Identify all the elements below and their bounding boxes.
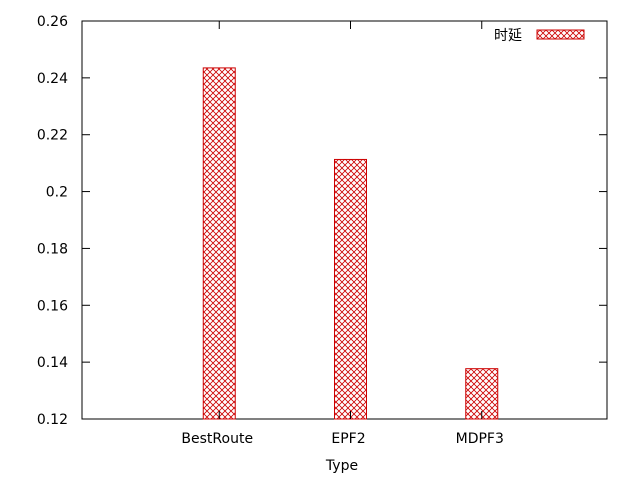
x-tick-label: EPF2 xyxy=(331,431,365,447)
x-tick-label: MDPF3 xyxy=(456,431,504,447)
y-tick-label: 0.2 xyxy=(46,185,68,201)
y-tick-label: 0.12 xyxy=(37,412,68,428)
y-tick-label: 0.18 xyxy=(37,241,68,257)
x-axis: BestRoute EPF2 MDPF3 xyxy=(181,21,504,447)
x-axis-title: Type xyxy=(325,458,358,474)
x-tick-label: BestRoute xyxy=(181,431,253,447)
bar-epf2 xyxy=(334,158,367,420)
legend-swatch xyxy=(536,29,585,40)
y-tick-label: 0.16 xyxy=(37,298,68,314)
y-tick-label: 0.22 xyxy=(37,128,68,144)
bars xyxy=(202,67,499,420)
y-tick-label: 0.14 xyxy=(37,355,68,371)
y-axis: 0.12 0.14 0.16 0.18 0.2 0.22 0.24 0.26 xyxy=(37,14,607,428)
y-tick-label: 0.26 xyxy=(37,14,68,30)
bar-bestroute xyxy=(202,67,236,420)
legend: 时延 xyxy=(494,28,585,44)
y-tick-label: 0.24 xyxy=(37,71,68,87)
legend-label: 时延 xyxy=(494,28,522,44)
